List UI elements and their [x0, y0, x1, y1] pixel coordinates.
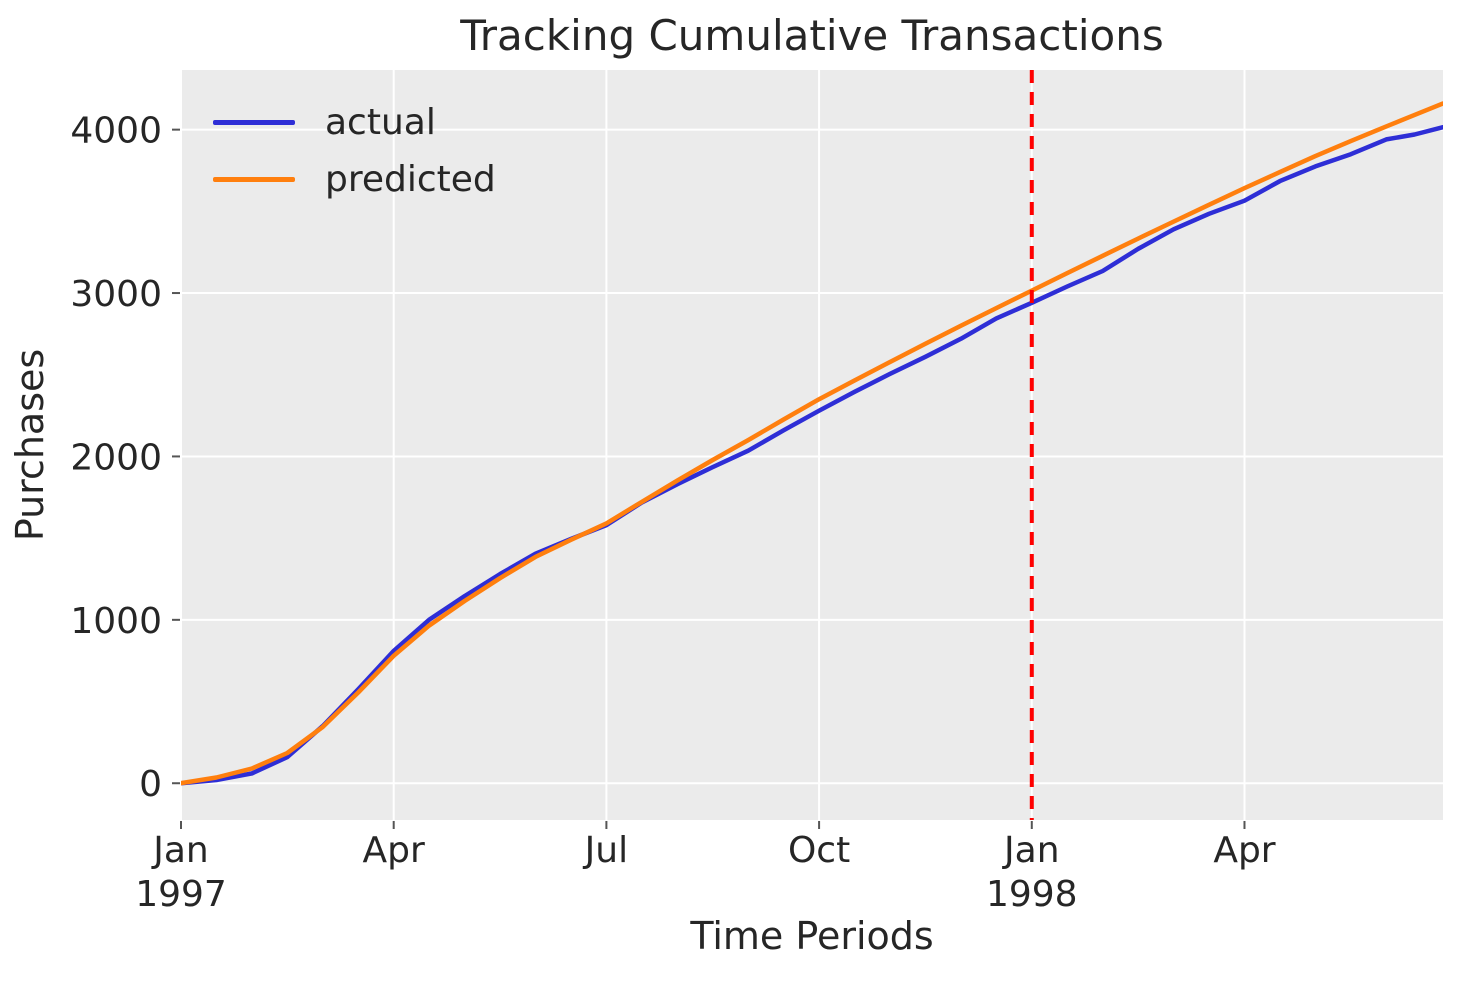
- x-tick-year-label: 1998: [986, 874, 1078, 915]
- actual-line: [181, 124, 1443, 786]
- y-tick-label: 1000: [70, 601, 162, 642]
- y-tick-label: 4000: [70, 111, 162, 152]
- y-tick-label: 3000: [70, 274, 162, 315]
- legend-label-actual: actual: [325, 101, 436, 143]
- legend-item-actual: actual: [213, 94, 496, 151]
- x-tick-year-label: 1997: [135, 874, 227, 915]
- predicted-line-swatch: [213, 177, 295, 182]
- legend: actual predicted: [213, 94, 496, 208]
- x-tick-label: Jan: [1002, 830, 1060, 871]
- x-tick-label: Jul: [583, 830, 628, 871]
- chart-title: Tracking Cumulative Transactions: [460, 11, 1164, 60]
- y-axis-label: Purchases: [8, 348, 52, 542]
- x-tick-label: Apr: [363, 830, 425, 871]
- legend-item-predicted: predicted: [213, 151, 496, 208]
- predicted-line: [181, 101, 1443, 786]
- y-tick-label: 2000: [70, 437, 162, 478]
- y-tick-label: 0: [139, 764, 162, 805]
- x-tick-label: Apr: [1213, 830, 1275, 871]
- legend-label-predicted: predicted: [325, 158, 496, 200]
- actual-line-swatch: [213, 120, 295, 125]
- x-tick-label: Oct: [788, 830, 850, 871]
- x-axis-label: Time Periods: [690, 914, 934, 958]
- x-tick-label: Jan: [151, 830, 209, 871]
